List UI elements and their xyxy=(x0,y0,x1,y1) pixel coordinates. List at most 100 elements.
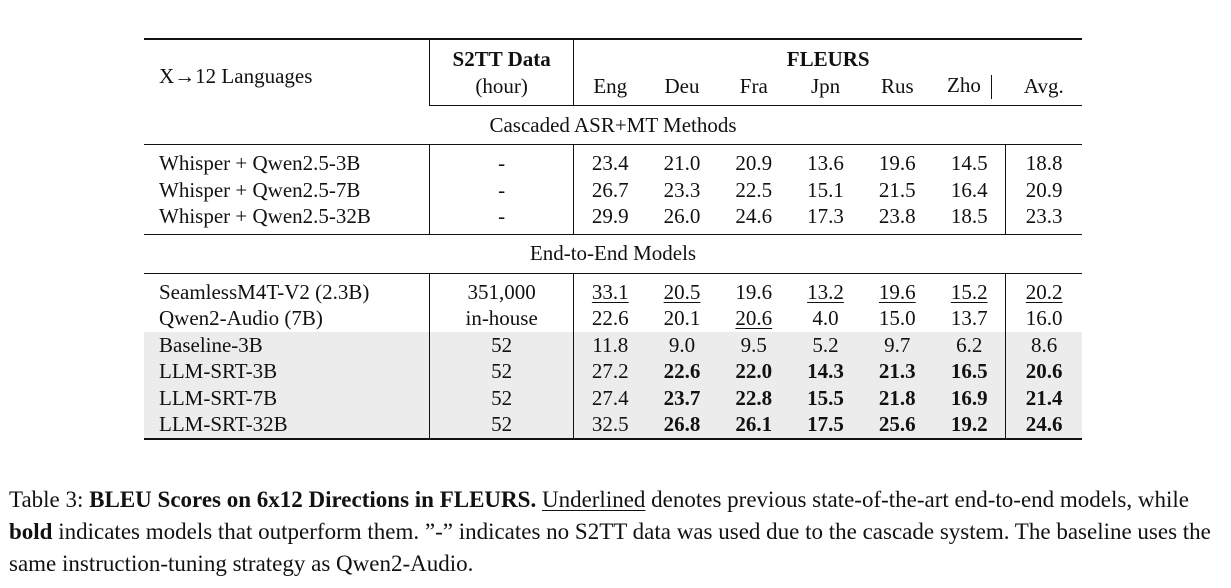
cell-fra: 20.9 xyxy=(735,151,773,176)
header-data-unit: (hour) xyxy=(429,72,575,107)
cell-avg: 21.4 xyxy=(1005,384,1082,412)
cell-avg: 18.8 xyxy=(1025,151,1063,176)
caption-underlined-word: Underlined xyxy=(541,487,646,512)
header-avg: Avg. xyxy=(1005,72,1082,107)
cell-fra: 20.6 xyxy=(735,306,773,331)
cell-jpn: 15.5 xyxy=(789,384,862,412)
cell-fra: 22.0 xyxy=(717,358,790,385)
cell-jpn: 13.6 xyxy=(807,151,844,176)
table-row: Baseline-3B 52 11.8 9.0 9.5 5.2 9.7 6.2 … xyxy=(144,331,1082,359)
cell-deu: 21.0 xyxy=(663,151,701,176)
section-cascaded-label: Cascaded ASR+MT Methods xyxy=(144,105,1082,146)
cell-jpn: 4.0 xyxy=(812,306,839,331)
table-row: Whisper + Qwen2.5-3B - 23.4 21.0 20.9 13… xyxy=(144,144,1082,177)
caption-title: BLEU Scores on 6x12 Directions in FLEURS… xyxy=(89,487,537,512)
cell-rus: 23.8 xyxy=(861,203,934,235)
table-row: Whisper + Qwen2.5-32B - 29.9 26.0 24.6 1… xyxy=(144,203,1082,235)
cell-avg: 23.3 xyxy=(1005,203,1082,235)
cell-eng: 33.1 xyxy=(591,279,629,304)
table-row: SeamlessM4T-V2 (2.3B) 351,000 33.1 20.5 … xyxy=(144,273,1082,306)
row-data: 52 xyxy=(429,358,575,385)
section-cascaded: Cascaded ASR+MT Methods xyxy=(144,105,1082,146)
cell-fra: 26.1 xyxy=(717,411,790,440)
row-name: Qwen2-Audio (7B) xyxy=(144,305,430,332)
caption-label: Table 3: xyxy=(9,487,84,512)
cell-deu: 23.3 xyxy=(663,177,701,202)
cell-jpn: 15.1 xyxy=(807,177,844,202)
caption-text-1: denotes previous state-of-the-art end-to… xyxy=(651,487,1189,512)
section-e2e: End-to-End Models xyxy=(144,234,1082,274)
row-name: SeamlessM4T-V2 (2.3B) xyxy=(144,273,430,306)
row-data: 52 xyxy=(429,411,575,440)
cell-jpn: 13.2 xyxy=(807,279,844,304)
cell-zho: 18.5 xyxy=(933,203,1007,235)
cell-jpn: 17.3 xyxy=(789,203,862,235)
cell-fra: 24.6 xyxy=(717,203,790,235)
row-data: 52 xyxy=(429,331,575,359)
cell-deu: 20.5 xyxy=(663,279,701,304)
cell-zho: 16.5 xyxy=(933,358,1007,385)
header-row-2: (hour) Eng Deu Fra Jpn Rus Zho Avg. xyxy=(144,72,1082,107)
cell-deu: 26.8 xyxy=(646,411,718,440)
cell-jpn: 17.5 xyxy=(789,411,862,440)
table-row: Whisper + Qwen2.5-7B - 26.7 23.3 22.5 15… xyxy=(144,176,1082,204)
row-name: LLM-SRT-32B xyxy=(144,411,430,440)
cell-deu: 23.7 xyxy=(646,384,718,412)
results-table-container: X→12 Languages S2TT Data FLEURS (hour) E… xyxy=(144,38,1082,440)
cell-eng: 26.7 xyxy=(591,177,629,202)
cell-fra: 22.5 xyxy=(735,177,773,202)
row-data: - xyxy=(429,203,575,235)
cell-eng: 23.4 xyxy=(591,151,629,176)
cell-rus: 15.0 xyxy=(878,306,916,331)
row-name: Baseline-3B xyxy=(144,331,430,359)
results-table: X→12 Languages S2TT Data FLEURS (hour) E… xyxy=(144,38,1082,440)
cell-jpn: 14.3 xyxy=(789,358,862,385)
cell-rus: 19.6 xyxy=(878,279,916,304)
cell-eng: 27.2 xyxy=(573,358,647,385)
row-name: Whisper + Qwen2.5-32B xyxy=(144,203,430,235)
cell-rus: 9.7 xyxy=(861,331,934,359)
cell-fra: 22.8 xyxy=(717,384,790,412)
section-e2e-label: End-to-End Models xyxy=(144,234,1082,274)
row-data: 351,000 xyxy=(429,273,575,306)
cell-eng: 27.4 xyxy=(573,384,647,412)
row-data: - xyxy=(429,176,575,204)
cell-deu: 26.0 xyxy=(646,203,718,235)
cell-eng: 29.9 xyxy=(573,203,647,235)
cell-zho: 13.7 xyxy=(933,305,1007,332)
row-name: LLM-SRT-3B xyxy=(144,358,430,385)
cell-avg: 20.9 xyxy=(1025,177,1063,202)
cell-fra: 9.5 xyxy=(717,331,790,359)
cell-zho: 14.5 xyxy=(933,144,1007,177)
cell-zho: 19.2 xyxy=(933,411,1007,440)
cell-eng: 22.6 xyxy=(591,306,629,331)
row-name: Whisper + Qwen2.5-7B xyxy=(144,176,430,204)
header-lang-zho: Zho xyxy=(933,72,1006,107)
cell-eng: 32.5 xyxy=(573,411,647,440)
cell-zho: 15.2 xyxy=(933,273,1007,306)
cell-eng: 11.8 xyxy=(573,331,647,359)
cell-deu: 20.1 xyxy=(663,306,701,331)
row-name: LLM-SRT-7B xyxy=(144,384,430,412)
header-group-fleurs: FLEURS xyxy=(573,38,1082,72)
cell-rus: 21.5 xyxy=(878,177,916,202)
table-row: LLM-SRT-7B 52 27.4 23.7 22.8 15.5 21.8 1… xyxy=(144,384,1082,412)
row-name: Whisper + Qwen2.5-3B xyxy=(144,144,430,177)
cell-avg: 20.2 xyxy=(1025,279,1063,304)
table-row: Qwen2-Audio (7B) in-house 22.6 20.1 20.6… xyxy=(144,305,1082,332)
cell-zho: 16.4 xyxy=(933,176,1007,204)
row-data: 52 xyxy=(429,384,575,412)
table-caption: Table 3: BLEU Scores on 6x12 Directions … xyxy=(9,484,1224,580)
cell-zho: 16.9 xyxy=(933,384,1007,412)
header-data-col: S2TT Data xyxy=(429,38,575,72)
cell-rus: 21.8 xyxy=(861,384,934,412)
cell-deu: 9.0 xyxy=(646,331,718,359)
header-row-1: X→12 Languages S2TT Data FLEURS xyxy=(144,38,1082,106)
cell-avg: 24.6 xyxy=(1005,411,1082,440)
header-lang-fra: Fra xyxy=(717,72,790,107)
caption-text-2: indicates models that outperform them. ”… xyxy=(9,519,1211,576)
cell-avg: 16.0 xyxy=(1025,306,1063,331)
cell-fra: 19.6 xyxy=(735,279,773,304)
cell-deu: 22.6 xyxy=(646,358,718,385)
caption-bold-word: bold xyxy=(9,519,53,544)
